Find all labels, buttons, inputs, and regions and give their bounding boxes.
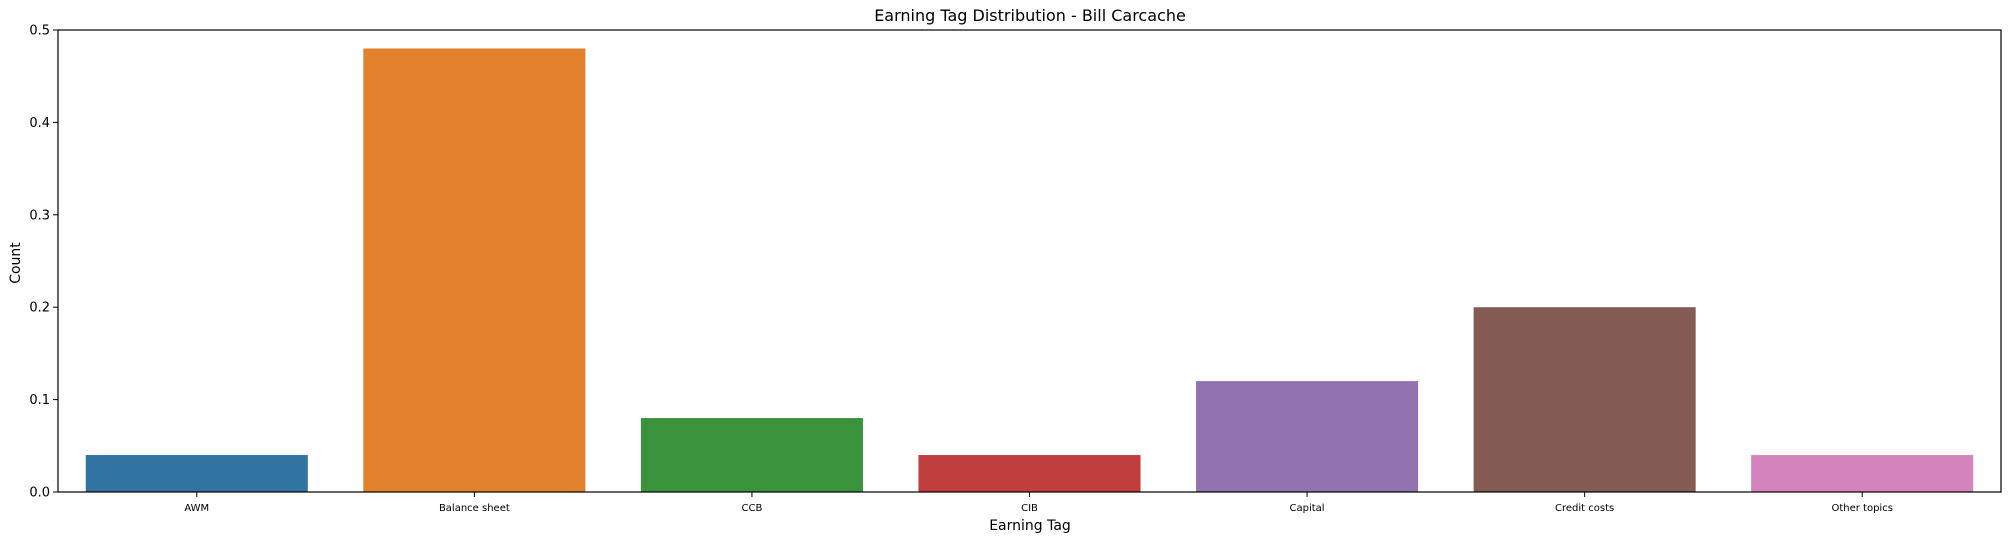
x-axis: AWM Balance sheet CCB CIB Capital Credit cost… bbox=[184, 492, 1893, 514]
x-tick-label: CIB bbox=[1021, 503, 1038, 514]
x-tick-label: AWM bbox=[184, 503, 209, 514]
x-tick-label: CCB bbox=[742, 503, 763, 514]
bar-balance-sheet bbox=[363, 48, 586, 492]
y-tick-label: 0.5 bbox=[29, 24, 50, 39]
bars bbox=[85, 48, 1974, 492]
y-axis-label: Count bbox=[8, 242, 24, 284]
x-axis-label: Earning Tag bbox=[989, 518, 1071, 534]
y-tick-label: 0.4 bbox=[29, 116, 50, 131]
y-axis: 0.0 0.1 0.2 0.3 0.4 0.5 bbox=[29, 24, 58, 501]
chart-title: Earning Tag Distribution - Bill Carcache bbox=[874, 6, 1186, 25]
y-tick-label: 0.3 bbox=[29, 208, 50, 223]
plot-frame bbox=[57, 29, 2002, 493]
bar-ccb bbox=[640, 418, 863, 492]
y-tick-label: 0.1 bbox=[29, 393, 50, 408]
bar-other-topics bbox=[1751, 455, 1974, 492]
y-tick-label: 0.0 bbox=[29, 486, 50, 501]
x-tick-label: Balance sheet bbox=[439, 503, 510, 514]
bar-cib bbox=[918, 455, 1141, 492]
bar-capital bbox=[1196, 381, 1419, 492]
bar-awm bbox=[85, 455, 308, 492]
bar-credit-costs bbox=[1473, 307, 1696, 492]
x-tick-label: Other topics bbox=[1831, 503, 1892, 514]
x-tick-label: Capital bbox=[1290, 503, 1325, 514]
x-tick-label: Credit costs bbox=[1555, 503, 1614, 514]
y-tick-label: 0.2 bbox=[29, 301, 50, 316]
